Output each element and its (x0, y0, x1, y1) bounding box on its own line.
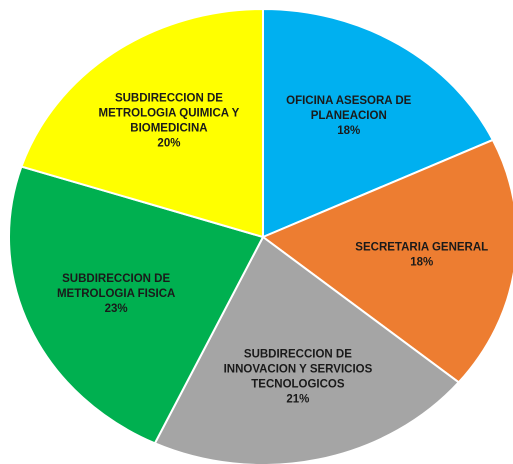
pie-slice (153, 235, 461, 464)
value-label: 20% (157, 137, 180, 149)
value-label: 18% (410, 257, 433, 269)
slice-label: METROLOGIA QUIMICA Y (99, 107, 240, 119)
slice-label: TECNOLOGICOS (251, 379, 345, 391)
value-label: 18% (337, 125, 360, 137)
slice-label: OFICINA ASESORA DE (286, 95, 412, 107)
pie-slice (260, 138, 513, 384)
slice-label: SECRETARIA GENERAL (355, 242, 488, 254)
slice-label: SUBDIRECCION DE (115, 92, 223, 104)
value-label: 21% (286, 394, 309, 406)
value-label: 23% (105, 303, 128, 315)
slice-label: INNOVACION Y SERVICIOS (224, 364, 373, 376)
pie-slice (20, 7, 264, 239)
pie-slice (262, 7, 495, 239)
pie-slice (8, 165, 265, 445)
slice-label: BIOMEDICINA (130, 122, 207, 134)
slice-label: PLANEACION (311, 110, 387, 122)
slice-label: METROLOGIA FISICA (57, 288, 175, 300)
slice-label: SUBDIRECCION DE (62, 273, 170, 285)
slice-label: SUBDIRECCION DE (244, 349, 352, 361)
